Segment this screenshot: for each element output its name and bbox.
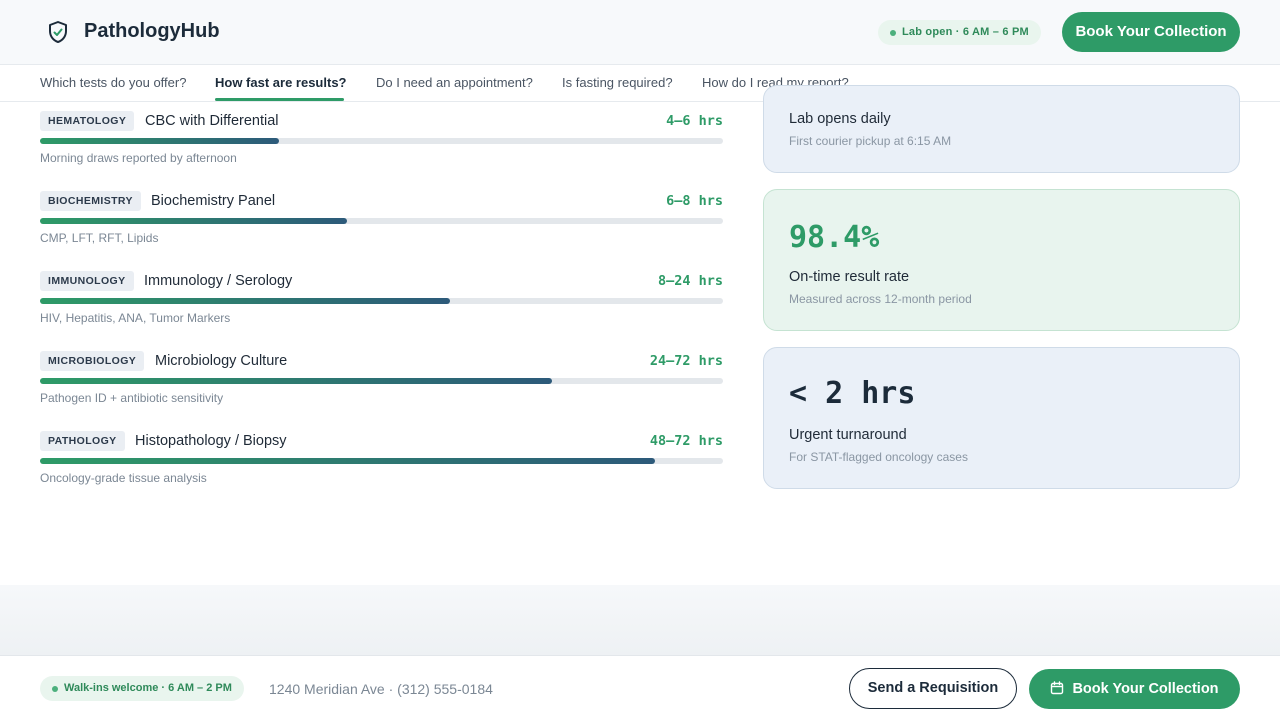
- turnaround-bar-fill: [40, 298, 450, 304]
- sticky-footer-bar: Walk-ins welcome · 6 AM – 2 PM 1240 Meri…: [0, 655, 1280, 720]
- lab-opens-card: Lab opens daily First courier pickup at …: [763, 85, 1240, 173]
- status-dot-icon: [52, 686, 58, 692]
- test-note: Oncology-grade tissue analysis: [40, 471, 207, 485]
- active-tab-indicator: [215, 98, 344, 101]
- turnaround-bar-fill: [40, 218, 348, 224]
- tab-appointment[interactable]: Do I need an appointment?: [376, 75, 533, 90]
- test-row-immunology: IMMUNOLOGY Immunology / Serology 8–24 hr…: [40, 271, 723, 341]
- turnaround-time: 6–8 hrs: [666, 193, 723, 209]
- status-dot-icon: [890, 30, 896, 36]
- card-label: Lab opens daily: [789, 111, 891, 127]
- ontime-rate-value: 98.4%: [789, 220, 880, 255]
- test-name: Histopathology / Biopsy: [135, 433, 287, 449]
- test-name: Immunology / Serology: [144, 273, 293, 289]
- book-collection-footer-button[interactable]: Book Your Collection: [1029, 669, 1240, 709]
- card-subtext: For STAT-flagged oncology cases: [789, 450, 968, 464]
- turnaround-bar: [40, 458, 723, 464]
- faq-tabs: Which tests do you offer? How fast are r…: [0, 65, 1280, 102]
- test-note: HIV, Hepatitis, ANA, Tumor Markers: [40, 311, 231, 325]
- test-row-microbiology: MICROBIOLOGY Microbiology Culture 24–72 …: [40, 351, 723, 421]
- site-header: PathologyHub Lab open · 6 AM – 6 PM Book…: [0, 0, 1280, 65]
- book-collection-button[interactable]: Book Your Collection: [1062, 12, 1240, 52]
- category-tag: IMMUNOLOGY: [40, 271, 134, 291]
- card-subtext: Measured across 12-month period: [789, 292, 972, 306]
- turnaround-bar-fill: [40, 378, 553, 384]
- turnaround-bar-fill: [40, 458, 655, 464]
- turnaround-time: 48–72 hrs: [649, 433, 723, 449]
- category-tag: PATHOLOGY: [40, 431, 125, 451]
- turnaround-bar: [40, 218, 723, 224]
- turnaround-time: 24–72 hrs: [649, 353, 723, 369]
- turnaround-bar: [40, 138, 723, 144]
- test-note: Pathogen ID + antibiotic sensitivity: [40, 391, 224, 405]
- test-row-hematology: HEMATOLOGY CBC with Differential 4–6 hrs…: [40, 111, 723, 181]
- test-note: Morning draws reported by afternoon: [40, 151, 237, 165]
- category-tag: MICROBIOLOGY: [40, 351, 145, 371]
- tab-fasting[interactable]: Is fasting required?: [562, 75, 673, 90]
- category-tag: BIOCHEMISTRY: [40, 191, 141, 211]
- card-subtext: First courier pickup at 6:15 AM: [789, 134, 952, 148]
- walkins-text: Walk-ins welcome · 6 AM – 2 PM: [64, 682, 232, 694]
- test-name: CBC with Differential: [145, 113, 279, 129]
- test-name: Microbiology Culture: [155, 353, 288, 369]
- send-requisition-button[interactable]: Send a Requisition: [849, 668, 1017, 709]
- section-divider-band: [0, 585, 1280, 655]
- ontime-rate-card: 98.4% On-time result rate Measured acros…: [763, 189, 1240, 331]
- turnaround-bar: [40, 378, 723, 384]
- turnaround-bar: [40, 298, 723, 304]
- calendar-icon: [1051, 681, 1064, 695]
- lab-status-badge: Lab open · 6 AM – 6 PM: [878, 20, 1041, 45]
- urgent-turnaround-card: < 2 hrs Urgent turnaround For STAT-flagg…: [763, 347, 1240, 489]
- walkins-badge: Walk-ins welcome · 6 AM – 2 PM: [40, 676, 244, 701]
- shield-check-icon[interactable]: [46, 20, 70, 44]
- test-row-pathology: PATHOLOGY Histopathology / Biopsy 48–72 …: [40, 431, 723, 501]
- brand-name[interactable]: PathologyHub: [84, 20, 220, 42]
- lab-status-text: Lab open · 6 AM – 6 PM: [902, 26, 1029, 38]
- turnaround-time: 8–24 hrs: [657, 273, 723, 289]
- card-label: Urgent turnaround: [789, 427, 907, 443]
- address-phone: 1240 Meridian Ave · (312) 555-0184: [269, 681, 493, 697]
- tab-tests-offered[interactable]: Which tests do you offer?: [40, 75, 187, 90]
- book-collection-label: Book Your Collection: [1072, 681, 1219, 697]
- turnaround-bar-fill: [40, 138, 280, 144]
- test-note: CMP, LFT, RFT, Lipids: [40, 231, 159, 245]
- tab-result-speed[interactable]: How fast are results?: [215, 75, 347, 90]
- test-row-biochemistry: BIOCHEMISTRY Biochemistry Panel 6–8 hrs …: [40, 191, 723, 261]
- category-tag: HEMATOLOGY: [40, 111, 135, 131]
- turnaround-time: 4–6 hrs: [666, 113, 723, 129]
- test-name: Biochemistry Panel: [151, 193, 276, 209]
- urgent-turnaround-value: < 2 hrs: [789, 376, 916, 411]
- card-label: On-time result rate: [789, 269, 910, 285]
